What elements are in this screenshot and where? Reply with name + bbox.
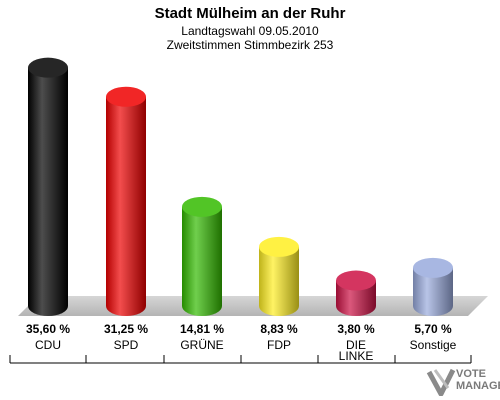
value-label: 5,70 % <box>414 322 452 336</box>
bar-die-linke <box>336 280 376 316</box>
category-label: SPD <box>114 338 139 352</box>
category-label: GRÜNE <box>180 338 223 352</box>
watermark-line2: MANAGER <box>456 380 500 392</box>
bar-top-sonstige <box>413 257 453 278</box>
chart-title: Stadt Mülheim an der Ruhr <box>154 5 346 22</box>
bar-top-spd <box>106 86 146 107</box>
watermark-line1: VOTE <box>456 368 486 380</box>
bar-fdp <box>259 246 299 316</box>
bar-top-fdp <box>259 236 299 257</box>
category-label: DIE <box>346 338 366 352</box>
value-label: 14,81 % <box>180 322 224 336</box>
value-label: 31,25 % <box>104 322 148 336</box>
bar-cdu <box>28 67 68 316</box>
category-label: LINKE <box>339 349 374 363</box>
category-label: CDU <box>35 338 61 352</box>
chart-subtitle-district: Zweitstimmen Stimmbezirk 253 <box>166 38 334 52</box>
bar-top-gr-ne <box>182 196 222 217</box>
bar-top-die-linke <box>336 270 376 291</box>
bar-sonstige <box>413 267 453 316</box>
chart-subtitle-election: Landtagswahl 09.05.2010 <box>181 24 319 38</box>
value-label: 8,83 % <box>260 322 298 336</box>
vote-manager-logo: VOTE MANAGER <box>424 364 500 400</box>
value-label: 3,80 % <box>337 322 375 336</box>
bar-spd <box>106 96 146 316</box>
value-label: 35,60 % <box>26 322 70 336</box>
vote-manager-logo-mark <box>426 368 456 396</box>
vote-manager-logo-text: VOTE MANAGER <box>456 368 500 392</box>
category-label: FDP <box>267 338 291 352</box>
category-label: Sonstige <box>410 338 457 352</box>
bar-top-cdu <box>28 57 68 78</box>
bar-gr-ne <box>182 206 222 316</box>
